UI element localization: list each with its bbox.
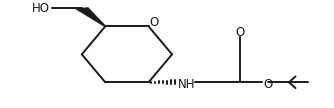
Text: O: O [236,26,245,39]
Text: O: O [263,78,273,91]
Polygon shape [76,7,106,27]
Text: HO: HO [32,2,50,15]
Text: O: O [149,16,158,29]
Text: NH: NH [178,78,196,91]
